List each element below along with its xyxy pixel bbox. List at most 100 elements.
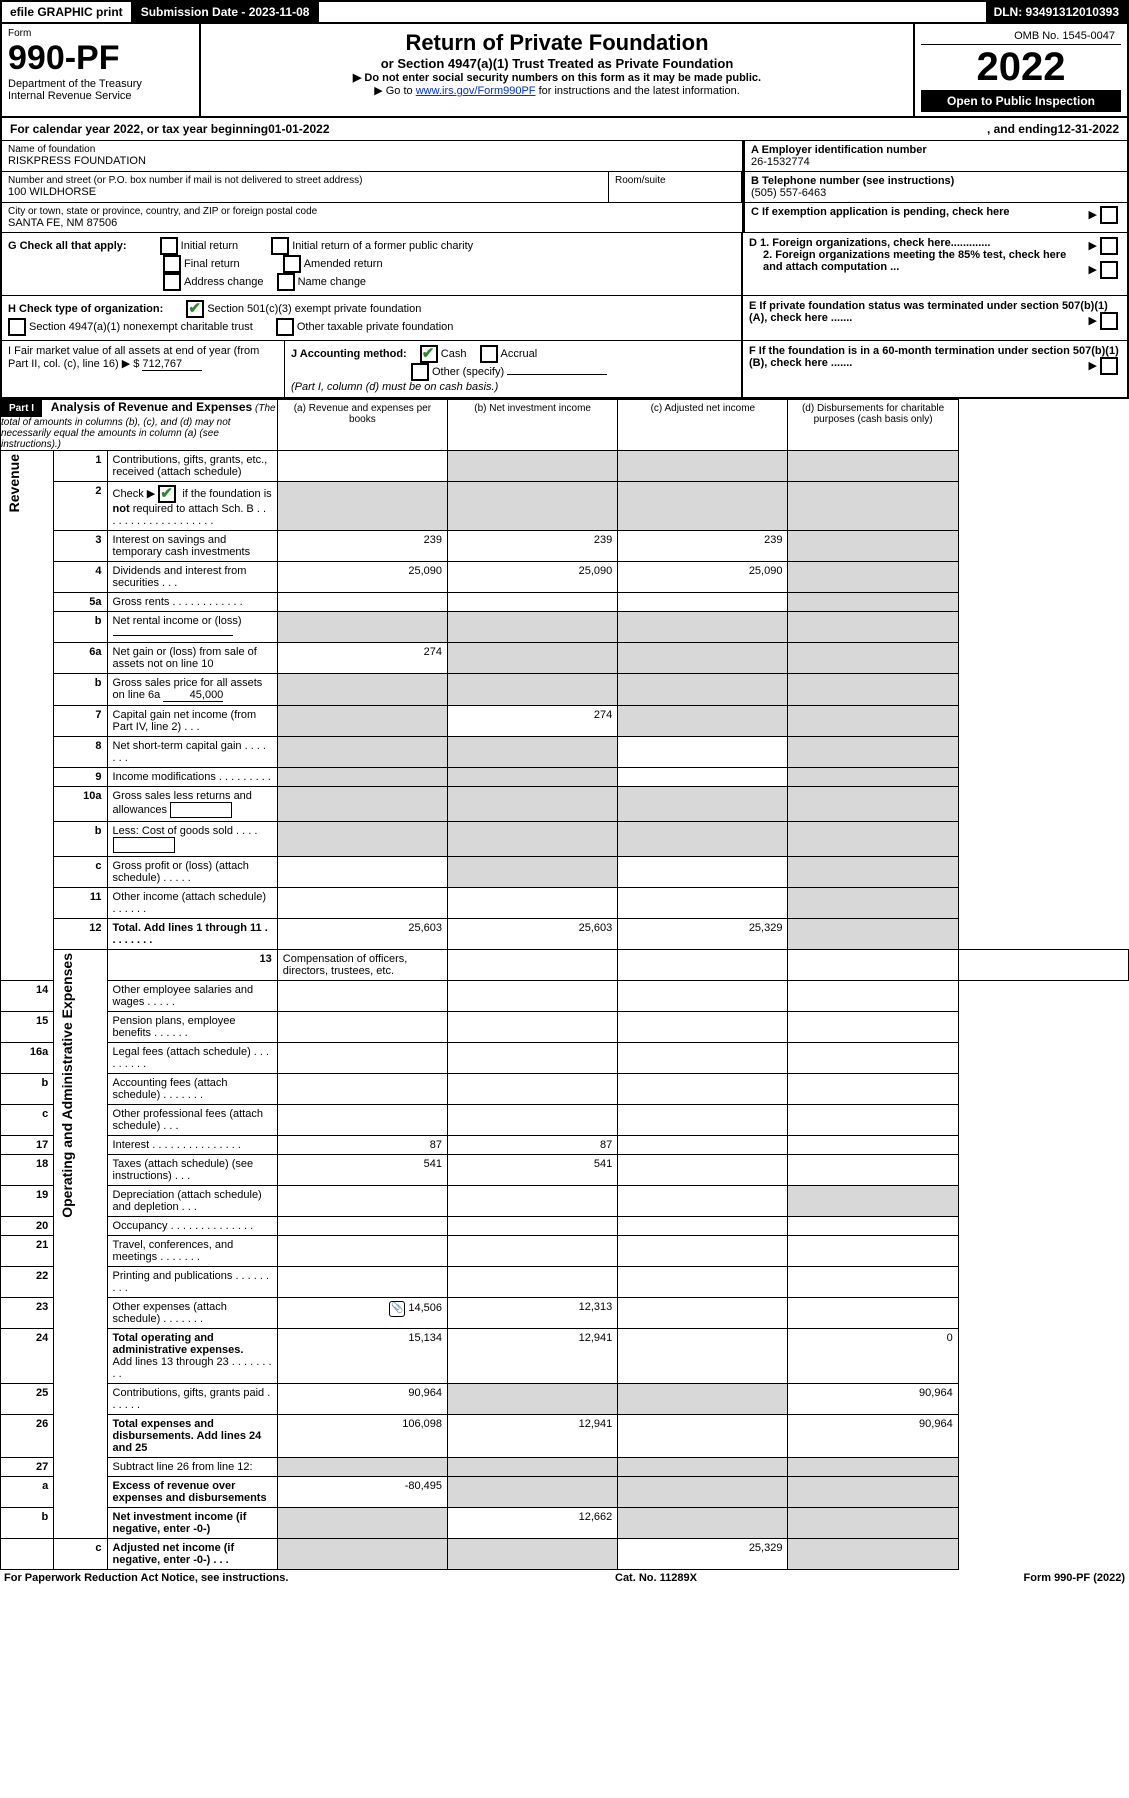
form-title: Return of Private Foundation xyxy=(211,30,903,56)
d1-checkbox[interactable] xyxy=(1100,237,1118,255)
form-label: Form xyxy=(8,28,193,39)
r27a-desc: Excess of revenue over expenses and disb… xyxy=(113,1480,267,1504)
row-27a: aExcess of revenue over expenses and dis… xyxy=(1,1477,1129,1508)
initial-return-checkbox[interactable] xyxy=(160,237,178,255)
side-revenue: Revenue xyxy=(6,454,22,512)
row-22: 22Printing and publications . . . . . . … xyxy=(1,1267,1129,1298)
r4-a: 25,090 xyxy=(277,562,447,593)
r27c-desc: Adjusted net income (if negative, enter … xyxy=(113,1542,235,1566)
efile-label[interactable]: efile GRAPHIC print xyxy=(2,2,133,22)
r2-desc: Check ▶ if the foundation is not require… xyxy=(107,482,277,531)
i-j-f-block: I Fair market value of all assets at end… xyxy=(0,340,1129,399)
h2-label: Section 4947(a)(1) nonexempt charitable … xyxy=(29,321,253,333)
f-checkbox[interactable] xyxy=(1100,357,1118,375)
row-14: 14Other employee salaries and wages . . … xyxy=(1,981,1129,1012)
name-change-checkbox[interactable] xyxy=(277,273,295,291)
r7-b: 274 xyxy=(448,706,618,737)
amended-return-checkbox[interactable] xyxy=(283,255,301,273)
r5a-num: 5a xyxy=(54,593,107,612)
r25-d: 90,964 xyxy=(788,1384,958,1415)
row-10c: c Gross profit or (loss) (attach schedul… xyxy=(1,857,1129,888)
r26-a: 106,098 xyxy=(277,1415,447,1458)
j-other-checkbox[interactable] xyxy=(411,363,429,381)
r13-num: 13 xyxy=(107,950,277,981)
tax-year: 2022 xyxy=(921,45,1121,90)
r11-desc: Other income (attach schedule) . . . . .… xyxy=(107,888,277,919)
calyear-begin: 01-01-2022 xyxy=(268,122,329,136)
d2-checkbox[interactable] xyxy=(1100,261,1118,279)
dept-treasury: Department of the Treasury xyxy=(8,78,193,90)
form990pf-link[interactable]: www.irs.gov/Form990PF xyxy=(416,85,536,97)
r12-c: 25,329 xyxy=(618,919,788,950)
r23-b: 12,313 xyxy=(448,1298,618,1329)
row-10a: 10a Gross sales less returns and allowan… xyxy=(1,787,1129,822)
r25-a: 90,964 xyxy=(277,1384,447,1415)
r2-checkbox[interactable] xyxy=(158,485,176,503)
row-8: 8 Net short-term capital gain . . . . . … xyxy=(1,737,1129,768)
r18-b: 541 xyxy=(448,1155,618,1186)
r10b-desc: Less: Cost of goods sold . . . . xyxy=(113,825,258,837)
r24-d: 0 xyxy=(788,1329,958,1384)
final-return-checkbox[interactable] xyxy=(163,255,181,273)
address-change-checkbox[interactable] xyxy=(163,273,181,291)
room-label: Room/suite xyxy=(615,175,735,186)
row-27c: cAdjusted net income (if negative, enter… xyxy=(1,1539,1129,1570)
r23-num: 23 xyxy=(1,1298,54,1329)
h3-checkbox[interactable] xyxy=(276,318,294,336)
h3-label: Other taxable private foundation xyxy=(297,321,454,333)
r12-desc: Total. Add lines 1 through 11 . . . . . … xyxy=(113,922,268,946)
r26-d: 90,964 xyxy=(788,1415,958,1458)
footer-right: Form 990-PF (2022) xyxy=(1024,1572,1126,1584)
row-12: 12 Total. Add lines 1 through 11 . . . .… xyxy=(1,919,1129,950)
r4-b: 25,090 xyxy=(448,562,618,593)
r21-desc: Travel, conferences, and meetings . . . … xyxy=(107,1236,277,1267)
r7-num: 7 xyxy=(54,706,107,737)
r12-b: 25,603 xyxy=(448,919,618,950)
j-accrual-checkbox[interactable] xyxy=(480,345,498,363)
r16c-num: c xyxy=(1,1105,54,1136)
r4-desc: Dividends and interest from securities .… xyxy=(107,562,277,593)
r18-a: 541 xyxy=(277,1155,447,1186)
initial-return-label: Initial return xyxy=(181,240,238,252)
r26-b: 12,941 xyxy=(448,1415,618,1458)
r27-num: 27 xyxy=(1,1458,54,1477)
h2-checkbox[interactable] xyxy=(8,318,26,336)
address-change-label: Address change xyxy=(184,276,264,288)
part1-table: Part I Analysis of Revenue and Expenses … xyxy=(0,399,1129,1570)
j-cash-label: Cash xyxy=(441,348,467,360)
h1-checkbox[interactable] xyxy=(186,300,204,318)
r6b-val: 45,000 xyxy=(163,689,223,702)
r2-num: 2 xyxy=(54,482,107,531)
attach-icon[interactable]: 📎 xyxy=(389,1301,405,1317)
final-return-label: Final return xyxy=(184,258,240,270)
initial-former-checkbox[interactable] xyxy=(271,237,289,255)
open-to-public: Open to Public Inspection xyxy=(921,90,1121,112)
h-e-block: H Check type of organization: Section 50… xyxy=(0,295,1129,340)
row-27b: bNet investment income (if negative, ent… xyxy=(1,1508,1129,1539)
r6b-num: b xyxy=(54,674,107,706)
r18-desc: Taxes (attach schedule) (see instruction… xyxy=(107,1155,277,1186)
r10b-num: b xyxy=(54,822,107,857)
foundation-address: 100 WILDHORSE xyxy=(8,186,602,198)
r4-num: 4 xyxy=(54,562,107,593)
r19-desc: Depreciation (attach schedule) and deple… xyxy=(107,1186,277,1217)
r16b-desc: Accounting fees (attach schedule) . . . … xyxy=(107,1074,277,1105)
r6a-num: 6a xyxy=(54,643,107,674)
r27a-a: -80,495 xyxy=(277,1477,447,1508)
r25-num: 25 xyxy=(1,1384,54,1415)
c-checkbox[interactable] xyxy=(1100,206,1118,224)
foundation-name: RISKPRESS FOUNDATION xyxy=(8,155,736,167)
col-d-header: (d) Disbursements for charitable purpose… xyxy=(788,400,958,451)
e-checkbox[interactable] xyxy=(1100,312,1118,330)
foundation-city: SANTA FE, NM 87506 xyxy=(8,217,736,229)
r17-desc: Interest . . . . . . . . . . . . . . . xyxy=(107,1136,277,1155)
r27b-desc: Net investment income (if negative, ente… xyxy=(113,1511,247,1535)
instr-2: ▶ Go to www.irs.gov/Form990PF for instru… xyxy=(211,84,903,97)
d1-label: D 1. Foreign organizations, check here..… xyxy=(749,237,990,249)
r20-num: 20 xyxy=(1,1217,54,1236)
r11-num: 11 xyxy=(54,888,107,919)
row-18: 18Taxes (attach schedule) (see instructi… xyxy=(1,1155,1129,1186)
row-24: 24Total operating and administrative exp… xyxy=(1,1329,1129,1384)
r3-a: 239 xyxy=(277,531,447,562)
j-cash-checkbox[interactable] xyxy=(420,345,438,363)
